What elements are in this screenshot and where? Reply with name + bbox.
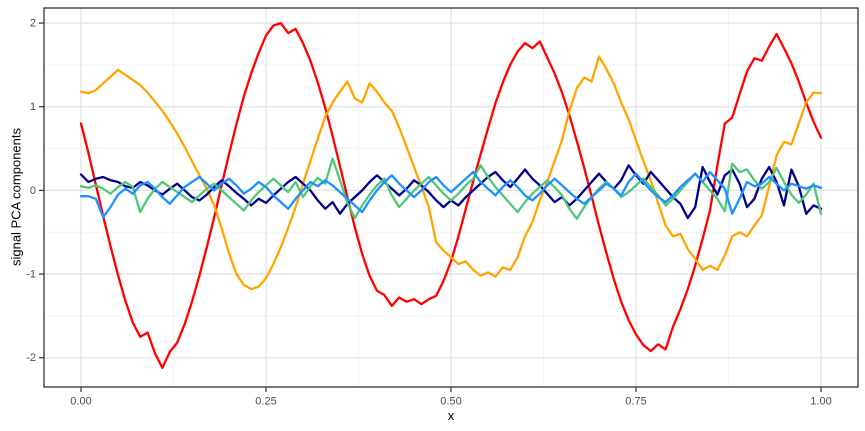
x-axis-title: x [447,408,455,423]
y-tick-label: -2 [26,352,36,364]
series-line-dodgerblue-component [79,170,823,219]
y-tick-label: 1 [30,101,36,113]
y-tick-label: 0 [30,185,36,197]
y-axis-title: signal PCA components [8,127,24,267]
x-tick-label: 0.00 [70,396,91,408]
x-tick-label: 0.75 [625,396,646,408]
x-tick-label: 0.25 [255,396,276,408]
x-tick-label: 1.00 [810,396,831,408]
x-tick-label: 0.50 [440,396,461,408]
series-line-orange-component [79,55,823,291]
series-line-red-component [79,21,823,369]
y-tick-label: -1 [26,269,36,281]
y-tick-label: 2 [30,18,36,30]
